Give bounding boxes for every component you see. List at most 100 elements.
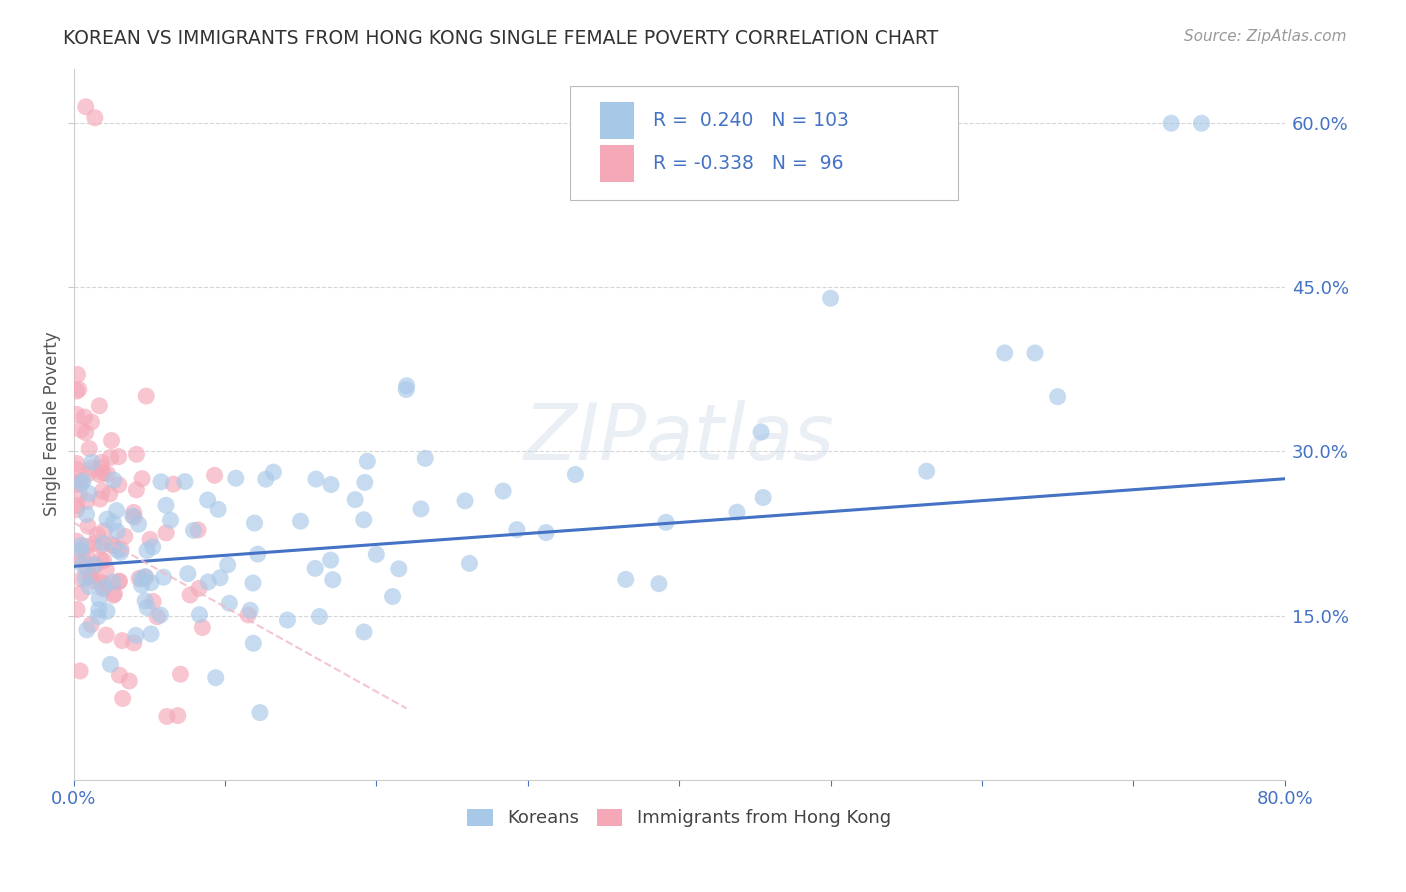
Point [131,472,153,486]
Point [75,559,97,574]
Point [413,451,436,466]
Point [75,571,97,585]
Point [91,484,114,499]
Legend: Koreans, Immigrants from Hong Kong: Koreans, Immigrants from Hong Kong [460,801,898,835]
Point [80,617,103,632]
Point [93,581,115,595]
Point [108,574,131,589]
Point [90,539,112,553]
Point [128,517,150,532]
Point [276,613,298,627]
Bar [600,102,634,139]
Point [90,460,112,475]
Point [344,492,367,507]
Point [98,487,121,501]
Point [131,572,153,586]
Point [388,562,411,576]
Point [139,627,162,641]
Point [103,587,125,601]
Point [156,709,179,723]
Point [820,291,842,305]
Point [197,493,219,508]
Point [67,487,90,501]
Point [353,624,375,639]
Point [96,512,118,526]
Point [100,450,122,465]
Point [66,408,89,422]
Point [100,657,122,672]
Point [90,553,112,567]
Point [152,570,174,584]
Point [101,539,124,553]
FancyBboxPatch shape [571,87,957,200]
Point [80,415,103,429]
Point [107,450,129,464]
Point [534,525,557,540]
Point [204,671,226,685]
Point [70,538,93,552]
Point [246,547,269,561]
Point [89,399,111,413]
Point [93,524,115,538]
Point [105,503,128,517]
Point [80,455,103,469]
Point [108,668,131,682]
Point [155,498,177,512]
Point [87,609,110,624]
Point [76,548,98,562]
Point [994,346,1017,360]
Point [77,486,100,500]
Point [96,467,118,481]
Point [142,540,165,554]
Point [262,465,284,479]
Point [111,633,134,648]
Point [107,574,129,589]
Point [254,472,277,486]
Point [236,607,259,622]
Point [142,594,165,608]
Point [75,540,97,554]
Point [169,667,191,681]
Point [319,477,342,491]
Point [118,673,141,688]
Point [91,536,114,550]
Point [70,543,93,558]
Point [103,473,125,487]
Point [83,536,105,550]
Point [96,628,118,642]
Point [322,573,344,587]
Bar [600,145,634,182]
Point [242,576,264,591]
Point [66,499,89,513]
Point [110,542,132,557]
Point [72,552,94,566]
Point [249,706,271,720]
Point [353,513,375,527]
Point [188,582,211,596]
Point [77,467,100,481]
Point [110,545,132,559]
Point [725,505,748,519]
Point [91,466,114,480]
Point [66,502,89,516]
Point [1191,116,1213,130]
Point [1160,116,1182,130]
Point [409,502,432,516]
Point [166,708,188,723]
Point [83,558,105,572]
Point [66,384,89,398]
Point [121,508,143,523]
Point [179,588,201,602]
Point [122,510,145,524]
Point [125,447,148,461]
Point [304,561,326,575]
Point [319,553,342,567]
Point [305,472,328,486]
Point [79,568,101,582]
Text: Source: ZipAtlas.com: Source: ZipAtlas.com [1184,29,1347,44]
Point [96,563,118,577]
Point [76,494,98,508]
Point [67,383,90,397]
Point [66,368,89,382]
Point [96,604,118,618]
